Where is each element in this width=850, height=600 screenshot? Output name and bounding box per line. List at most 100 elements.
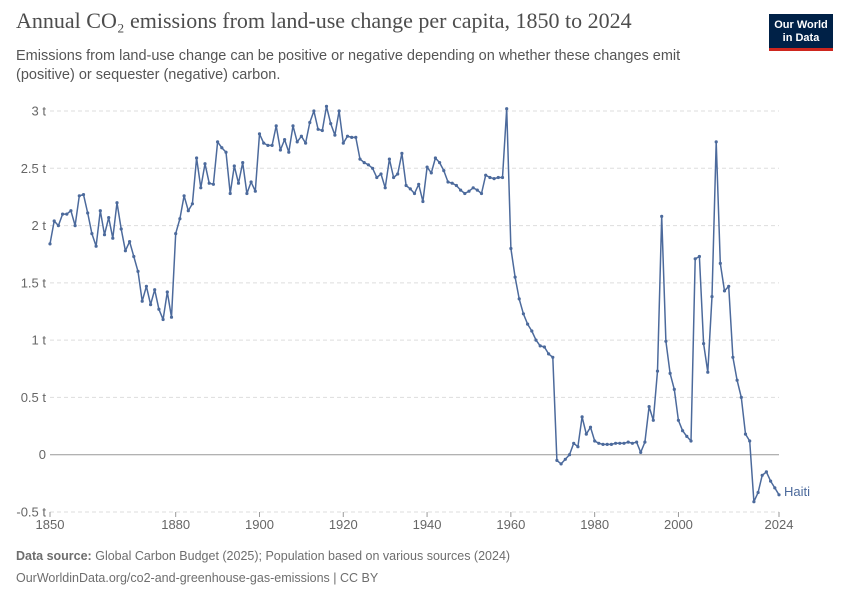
data-point (710, 295, 714, 299)
data-point (48, 242, 52, 246)
data-point (387, 157, 391, 161)
data-point (467, 189, 471, 193)
data-point (220, 146, 224, 150)
data-point (630, 441, 635, 445)
data-point (94, 244, 98, 248)
data-point (488, 175, 492, 180)
data-point (270, 143, 274, 147)
data-point (412, 191, 417, 196)
data-point (253, 189, 257, 193)
data-point (149, 303, 153, 307)
data-point (454, 183, 458, 188)
y-tick-label: 2.5 t (21, 161, 47, 176)
data-point (618, 441, 622, 445)
y-tick-label: -0.5 t (16, 505, 46, 520)
data-point (257, 132, 262, 136)
data-point (165, 290, 169, 294)
data-point (236, 181, 241, 185)
data-point (559, 462, 563, 466)
data-point (534, 338, 538, 342)
data-point (195, 156, 199, 160)
data-point (266, 143, 270, 147)
data-point (706, 370, 710, 374)
page-title: Annual CO₂ emissions from land-use chang… (16, 8, 632, 33)
data-point (735, 378, 739, 382)
source-text[interactable]: Global Carbon Budget (2025); Population … (95, 549, 511, 563)
data-point (274, 124, 278, 128)
data-point (69, 209, 73, 213)
data-point (169, 315, 174, 319)
data-point (622, 441, 626, 445)
data-point (153, 288, 157, 292)
data-point (182, 194, 186, 198)
data-point (90, 232, 94, 236)
data-point (61, 212, 65, 216)
data-point (111, 236, 115, 240)
data-point (459, 188, 463, 192)
data-point (635, 440, 639, 444)
y-tick-label: 2 t (32, 218, 47, 233)
data-point (65, 212, 69, 216)
data-point (144, 284, 148, 288)
data-point (433, 156, 437, 160)
data-point (425, 165, 429, 169)
data-point (86, 211, 90, 215)
data-point (450, 181, 454, 185)
data-point (605, 442, 609, 446)
data-point (764, 470, 769, 474)
data-point (655, 369, 660, 373)
data-point (358, 157, 362, 161)
data-point (211, 182, 215, 186)
data-point (190, 202, 194, 206)
data-point (249, 180, 253, 184)
data-point (517, 297, 521, 301)
data-point (245, 191, 249, 196)
data-point (576, 445, 580, 449)
data-point (320, 128, 324, 133)
data-point (777, 493, 781, 497)
data-point (643, 440, 647, 444)
data-point (442, 169, 446, 173)
x-tick-label: 2000 (664, 517, 693, 532)
data-point (471, 186, 475, 190)
data-point (199, 186, 203, 190)
data-point (396, 172, 400, 176)
data-point (760, 473, 764, 477)
data-point (593, 439, 597, 443)
data-point (383, 186, 387, 190)
data-point (203, 162, 207, 166)
data-point (509, 246, 513, 251)
data-point (228, 191, 232, 196)
data-point (681, 429, 685, 433)
footer-url[interactable]: OurWorldinData.org/co2-and-greenhouse-ga… (16, 571, 379, 585)
data-point (224, 150, 228, 154)
footer-source: Data source: Global Carbon Budget (2025)… (16, 549, 510, 563)
data-point (475, 188, 479, 192)
page-subtitle: Emissions from land-use change can be po… (16, 48, 681, 83)
data-point (664, 339, 668, 343)
data-point (287, 150, 291, 154)
data-point (676, 418, 681, 422)
data-point (132, 254, 136, 259)
data-point (73, 224, 77, 228)
data-point (563, 457, 567, 461)
data-point (157, 307, 161, 311)
source-label: Data source: (16, 549, 92, 563)
data-point (366, 163, 370, 167)
owid-logo[interactable]: Our World in Data (769, 14, 833, 51)
data-point (718, 261, 722, 265)
data-point (660, 214, 664, 218)
data-point (743, 432, 748, 436)
data-point (542, 345, 547, 349)
logo-line-1: Our World (774, 19, 828, 31)
data-point (479, 191, 484, 196)
data-point (404, 183, 408, 188)
y-tick-label: 1.5 t (21, 275, 47, 290)
data-point (597, 441, 601, 445)
data-point (392, 175, 396, 180)
logo-line-2: in Data (782, 32, 820, 44)
data-point (115, 201, 119, 205)
data-point (324, 104, 329, 108)
x-tick-label: 1850 (36, 517, 65, 532)
data-point (304, 141, 308, 145)
